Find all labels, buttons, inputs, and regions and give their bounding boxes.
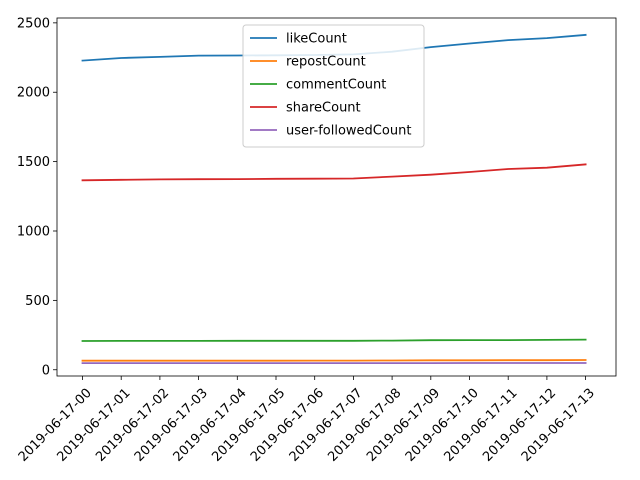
series-line-shareCount — [81, 163, 587, 182]
y-tick-label: 1000 — [17, 224, 50, 239]
legend-label-likeCount: likeCount — [286, 32, 347, 47]
series-layer — [81, 33, 587, 365]
plot-frame — [56, 17, 617, 377]
series-line-repostCount — [81, 359, 587, 362]
legend: likeCount repostCount commentCount shareCou… — [242, 24, 425, 148]
series-line-commentCount — [81, 338, 587, 342]
legend-label-commentCount: commentCount — [286, 78, 386, 93]
y-tick-label: 1500 — [17, 155, 50, 170]
y-tick-label: 2000 — [17, 86, 50, 101]
legend-label-repostCount: repostCount — [286, 55, 366, 70]
legend-box — [242, 24, 425, 148]
y-tick-label: 0 — [42, 363, 50, 378]
y-tick-label: 500 — [25, 294, 50, 309]
legend-label-shareCount: shareCount — [286, 101, 361, 116]
legend-label-user-followedCount: user-followedCount — [286, 124, 411, 139]
y-tick-label: 2500 — [17, 16, 50, 31]
